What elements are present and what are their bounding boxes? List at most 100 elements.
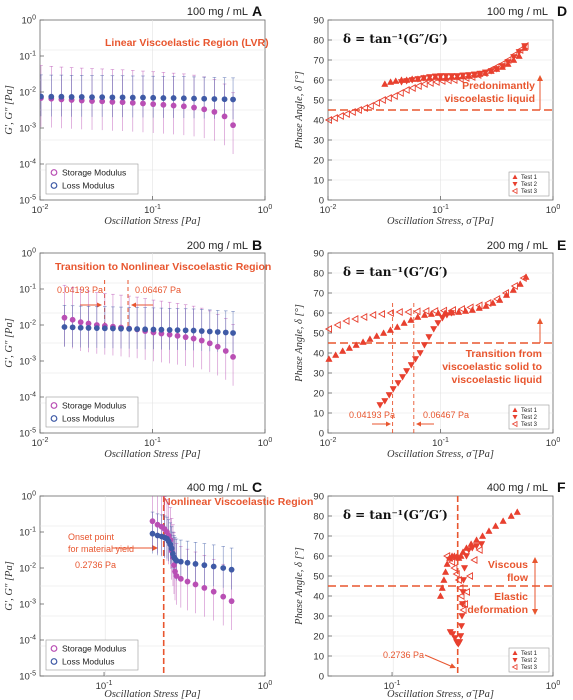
phase-point-test-3: [459, 606, 467, 614]
phase-point-test-3: [504, 56, 512, 64]
storage-modulus-point: [69, 316, 76, 323]
legend-marker-test-2: [512, 415, 518, 420]
loss-modulus-point: [126, 325, 133, 332]
phase-point-test-3: [510, 282, 518, 290]
storage-modulus-point: [119, 99, 126, 106]
arrowhead-F-yield: [449, 663, 456, 669]
phase-point-test-2: [425, 334, 433, 341]
phase-point-test-1: [352, 341, 360, 348]
panel-B: 200 mg / mL B Transition to Nonlinear Vi…: [4, 237, 272, 460]
phase-point-test-2: [394, 380, 402, 387]
y-tick-label: 10-2: [19, 87, 36, 99]
y-tick-label: 10-2: [19, 320, 36, 332]
y-tick-label: 0: [319, 672, 324, 683]
storage-modulus-point: [230, 122, 236, 129]
loss-modulus-point: [174, 327, 181, 334]
annotation-E-0-04193: 0.04193 Pa: [349, 410, 395, 420]
phase-point-test-1: [509, 286, 517, 293]
phase-point-test-3: [468, 73, 476, 81]
chart-marks-D: [324, 42, 529, 124]
phase-point-test-2: [420, 75, 428, 82]
legend-marker-loss-C: [50, 658, 58, 665]
legend-marker-test-3: [511, 187, 518, 195]
storage-modulus-point: [174, 332, 181, 339]
phase-point-test-3: [519, 274, 527, 282]
y-tick-label: 20: [313, 632, 324, 643]
phase-point-test-1: [434, 309, 442, 316]
storage-modulus-point: [182, 334, 189, 341]
storage-modulus-point: [210, 588, 217, 595]
y-tick-label: 90: [313, 16, 324, 27]
x-tick-label: 10-2: [32, 204, 49, 216]
y-axis-label-E: Phase Angle, δ [°]: [294, 304, 305, 383]
y-tick-label: 10-1: [19, 284, 36, 296]
arrow-F-yield: [424, 654, 454, 668]
storage-modulus-point: [191, 104, 197, 111]
loss-modulus-point: [206, 328, 213, 335]
y-tick-label: 40: [313, 116, 324, 127]
loss-modulus-point: [168, 545, 175, 552]
legend-box-B: [45, 396, 139, 428]
legend-label-test-1: Test 1: [521, 175, 538, 181]
panel-letter-F: F: [557, 479, 566, 495]
phase-point-test-1: [359, 338, 367, 345]
phase-point-test-2: [385, 392, 393, 399]
legend-label-loss-B: Loss Modulus: [62, 414, 114, 424]
phase-equation-D: δ = tan⁻¹(G″/G′): [343, 32, 448, 46]
loss-modulus-point: [184, 559, 191, 566]
phase-point-test-1: [332, 351, 340, 358]
x-axis-label-E: Oscillation Stress, σ̃ [Pa]: [387, 449, 494, 460]
storage-modulus-point: [220, 593, 227, 600]
phase-point-test-3: [351, 315, 359, 323]
annotation-deformation: deformation: [467, 604, 528, 616]
phase-point-test-3: [378, 96, 386, 104]
storage-modulus-point: [201, 585, 208, 591]
loss-modulus-point: [68, 94, 75, 100]
y-axis-label-D: Phase Angle, δ [°]: [294, 71, 305, 150]
y-tick-label: 0: [319, 429, 324, 440]
storage-modulus-point: [171, 562, 177, 569]
phase-point-test-1: [457, 552, 465, 559]
storage-modulus-point: [149, 518, 156, 525]
legend-label-test-2: Test 2: [521, 658, 538, 664]
phase-point-test-2: [411, 356, 420, 363]
phase-point-test-2: [376, 402, 384, 409]
legend-marker-test-1: [512, 650, 518, 655]
phase-point-test-2: [442, 73, 450, 80]
y-tick-label: 10: [313, 176, 324, 187]
phase-point-test-2: [420, 342, 429, 349]
loss-modulus-point: [170, 95, 177, 101]
loss-modulus-point: [177, 558, 184, 565]
phase-point-test-3: [431, 307, 439, 315]
loss-modulus-point: [61, 324, 68, 330]
phase-point-test-3: [402, 86, 410, 94]
phase-point-test-3: [492, 63, 500, 71]
loss-modulus-point: [58, 93, 65, 100]
y-tick-label: 70: [313, 289, 324, 300]
phase-point-test-2: [472, 543, 481, 550]
loss-modulus-point: [198, 328, 205, 334]
loss-modulus-point: [85, 325, 92, 331]
x-tick-label: 100: [546, 680, 561, 692]
phase-point-test-3: [458, 600, 466, 608]
x-tick-label: 10-1: [144, 204, 161, 216]
phase-point-test-3: [336, 112, 344, 120]
loss-modulus-point: [142, 326, 149, 333]
phase-point-test-1: [443, 560, 451, 567]
loss-modulus-point: [192, 560, 199, 567]
loss-modulus-point: [129, 94, 136, 101]
concentration-C: 400 mg / mL: [187, 482, 248, 494]
legend-label-test-1: Test 1: [521, 408, 538, 414]
arrowhead-E-0-06467: [416, 421, 421, 427]
annotation-viscous: Viscous: [488, 559, 528, 571]
phase-point-test-3: [360, 313, 368, 321]
x-tick-label: 100: [546, 204, 561, 216]
annotation-nonlinear: Nonlinear Viscoelastic Region: [163, 496, 313, 508]
annotation-elastic: Elastic: [494, 591, 528, 603]
y-tick-label: 10-3: [19, 356, 36, 368]
storage-modulus-point: [206, 340, 213, 347]
phase-equation-F: δ = tan⁻¹(G″/G′): [343, 508, 448, 522]
phase-point-test-3: [457, 305, 465, 313]
x-axis-label-F: Oscillation Stress, σ̃ [Pa]: [387, 689, 494, 700]
